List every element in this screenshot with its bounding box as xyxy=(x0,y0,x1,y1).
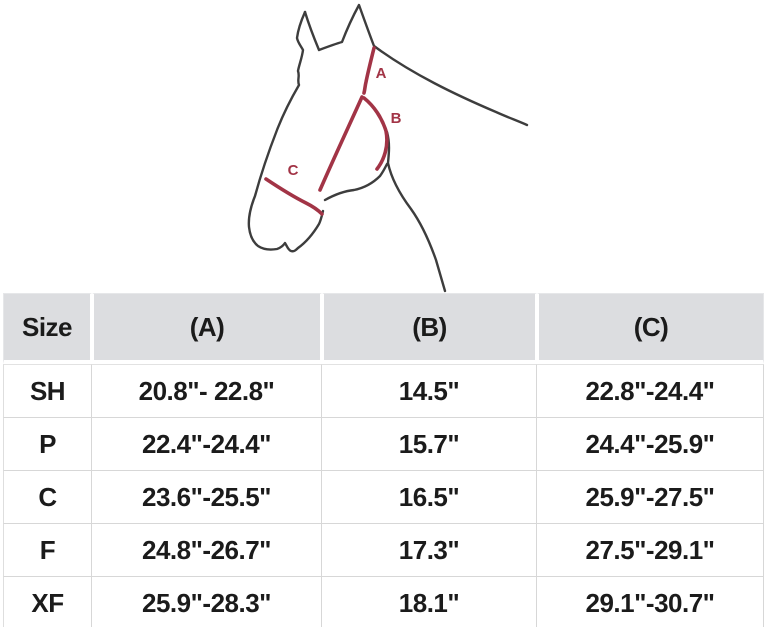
size-label: XF xyxy=(3,577,92,627)
measurement-b: 15.7" xyxy=(322,418,537,471)
measurement-c: 22.8"-24.4" xyxy=(537,364,764,418)
horse-head-illustration: A B C xyxy=(247,3,529,293)
measurement-c: 27.5"-29.1" xyxy=(537,524,764,577)
size-label: F xyxy=(3,524,92,577)
size-label: SH xyxy=(3,364,92,418)
measurement-c: 24.4"-25.9" xyxy=(537,418,764,471)
strap-a-crownpiece xyxy=(362,46,376,95)
table-row: F 24.8"-26.7" 17.3" 27.5"-29.1" xyxy=(3,524,764,577)
measurement-c: 29.1"-30.7" xyxy=(537,577,764,627)
table-row: P 22.4"-24.4" 15.7" 24.4"-25.9" xyxy=(3,418,764,471)
strap-a-label: A xyxy=(376,65,387,82)
measurement-a: 22.4"-24.4" xyxy=(92,418,322,471)
measurement-a: 23.6"-25.5" xyxy=(92,471,322,524)
size-chart-table: Size (A) (B) (C) SH 20.8"- 22.8" 14.5" 2… xyxy=(3,293,764,627)
measurement-a: 20.8"- 22.8" xyxy=(92,364,322,418)
measurement-c: 25.9"-27.5" xyxy=(537,471,764,524)
header-size: Size xyxy=(3,293,92,364)
measurement-b: 18.1" xyxy=(322,577,537,627)
strap-c-label: C xyxy=(288,162,299,179)
strap-b-label: B xyxy=(391,110,402,127)
strap-c-noseband xyxy=(264,177,324,216)
measurement-b: 14.5" xyxy=(322,364,537,418)
table-row: C 23.6"-25.5" 16.5" 25.9"-27.5" xyxy=(3,471,764,524)
strap-b-throatlatch xyxy=(362,96,389,171)
size-label: C xyxy=(3,471,92,524)
horse-outline xyxy=(247,3,529,293)
horse-ears-neck-path xyxy=(303,3,529,127)
table-row: XF 25.9"-28.3" 18.1" 29.1"-30.7" xyxy=(3,577,764,627)
measurement-a: 25.9"-28.3" xyxy=(92,577,322,627)
strap-cheekpiece xyxy=(318,95,364,192)
header-b: (B) xyxy=(322,293,537,364)
halter-measurement-diagram: A B C xyxy=(0,0,767,293)
horse-face-path xyxy=(247,10,325,253)
strap-labels: A B C xyxy=(288,65,402,179)
header-c: (C) xyxy=(537,293,764,364)
header-a: (A) xyxy=(92,293,322,364)
horse-throat-path xyxy=(385,130,447,293)
horse-jowl-path xyxy=(323,162,389,202)
size-label: P xyxy=(3,418,92,471)
size-table-container: Size (A) (B) (C) SH 20.8"- 22.8" 14.5" 2… xyxy=(0,293,767,627)
measurement-a: 24.8"-26.7" xyxy=(92,524,322,577)
measurement-b: 16.5" xyxy=(322,471,537,524)
halter-straps xyxy=(264,46,389,216)
measurement-b: 17.3" xyxy=(322,524,537,577)
table-row: SH 20.8"- 22.8" 14.5" 22.8"-24.4" xyxy=(3,364,764,418)
header-row: Size (A) (B) (C) xyxy=(3,293,764,364)
